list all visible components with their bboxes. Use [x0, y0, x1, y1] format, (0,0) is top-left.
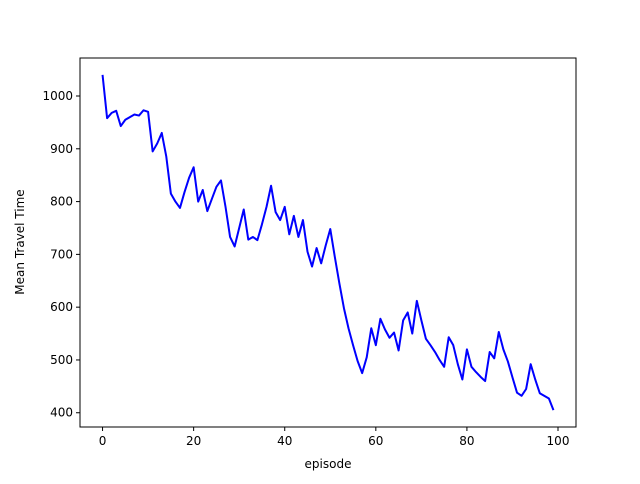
y-tick-label: 900	[50, 142, 73, 156]
plot-frame	[79, 57, 577, 428]
x-tick-label: 100	[547, 434, 570, 448]
y-tick-label: 400	[50, 406, 73, 420]
y-tick-label: 1000	[42, 89, 73, 103]
y-tick-label: 800	[50, 195, 73, 209]
y-tick-label: 500	[50, 353, 73, 367]
y-axis-label: Mean Travel Time	[13, 189, 27, 294]
x-tick-label: 40	[277, 434, 292, 448]
x-tick-label: 0	[99, 434, 107, 448]
line-series	[101, 74, 555, 411]
x-axis-label: episode	[305, 457, 352, 471]
y-tick-label: 600	[50, 300, 73, 314]
x-tick-label: 20	[186, 434, 201, 448]
y-tick-label: 700	[50, 247, 73, 261]
x-tick-label: 80	[459, 434, 474, 448]
x-tick-label: 60	[368, 434, 383, 448]
